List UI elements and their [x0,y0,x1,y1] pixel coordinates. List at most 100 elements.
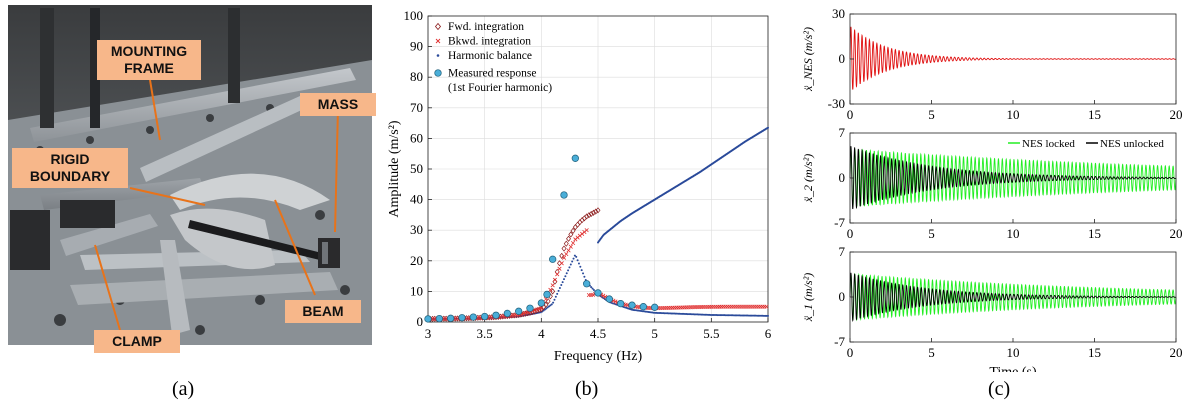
hb-point-lower [579,265,582,268]
hb-point-lower [561,281,564,284]
hb-point-lower [591,287,594,290]
series-harmonic-balance [427,126,769,321]
caption-b: (b) [575,378,599,400]
x-tick-label: 3.5 [477,326,493,341]
hb-point-lower [553,298,556,301]
hb-point-lower [568,266,571,269]
measured-point [571,154,579,162]
x-tick-label: 5 [928,345,935,360]
mounting-frame-bar [140,96,306,182]
bkwd-point [568,244,573,249]
hb-point-upper [767,126,769,129]
callout-mass: MASS [300,93,376,116]
y-axis-label: Amplitude (m/s²) [387,120,402,217]
fwd-point [577,219,583,226]
y-tick-label: -7 [834,334,845,349]
hb-point-lower [565,272,568,275]
beam [188,220,330,262]
threaded-rod-left [40,8,54,128]
measured-point [628,301,636,309]
y-tick-label: -7 [834,215,845,230]
trace-signal [849,272,1177,322]
measured-point [515,307,523,315]
bkwd-point [550,283,555,288]
x-tick-label: 15 [1088,107,1101,122]
mass-block [318,238,340,268]
measured-point [424,315,432,323]
half-moon-plate-upper [170,173,330,210]
legend-marker-x [435,38,441,44]
hb-point-lower [569,263,572,266]
measured-point [526,304,534,312]
front-rail-lower [70,272,338,305]
series-measured-response [424,154,659,323]
legend-label: NES locked [1022,138,1075,150]
hb-point-lower [543,308,546,311]
x-tick-label: 5.5 [703,326,719,341]
legend-label: NES unlocked [1100,138,1164,150]
callout-rigid-boundary: RIGID BOUNDARY [12,148,128,188]
legend-label: Fwd. integration [448,21,524,33]
y-tick-label: 0 [839,170,846,185]
fwd-point [557,260,562,267]
bkwd-point [539,306,544,311]
y-tick-label: 30 [832,6,845,21]
y-tick-label: 40 [410,192,423,207]
legend-label: (1st Fourier harmonic) [448,82,552,94]
hb-point-lower [556,292,559,295]
measured-point [447,314,455,322]
x-tick-label: 4 [538,326,545,341]
hb-point-lower [549,304,552,307]
fwd-point [591,209,596,216]
x-tick-label: 20 [1170,107,1183,122]
trace-nes-unlocked [849,146,1177,210]
fwd-point [575,221,581,228]
callout-mounting-frame: MOUNTING FRAME [97,40,201,80]
measured-point [594,289,602,297]
frequency-response-chart: 3 3.5 4 4.5 5 5.5 60102030405060708090100Frequ… [387,8,772,364]
hb-point-lower [552,301,555,304]
hb-point-lower [592,289,595,292]
clamp-block [60,200,115,228]
bkwd-point [601,293,606,298]
hb-point-lower [560,284,563,287]
y-tick-label: -30 [828,96,845,111]
hb-point-lower [563,278,565,281]
hb-point-lower [577,262,580,265]
fwd-point [588,210,594,218]
hb-point-lower [558,286,561,289]
hb-point-lower [557,289,560,292]
y-tick-label: 70 [410,100,423,115]
x-tick-label: 15 [1088,226,1101,241]
legend-marker-circle [434,69,442,77]
x-tick-label: 0 [847,107,854,122]
x-axis-label: Frequency (Hz) [554,349,643,364]
legend-marker-diamond [434,22,442,31]
fwd-point [584,213,590,220]
x-tick-label: 3 [425,326,432,341]
hb-point-lower [554,295,557,298]
x-tick-label: 10 [1007,226,1020,241]
bkwd-point [564,251,569,257]
fwd-point [566,235,571,242]
hb-point-lower [567,269,570,272]
bkwd-point [566,248,571,253]
measured-point [583,280,591,288]
hb-point-lower [573,254,576,257]
hb-point-lower [575,255,578,258]
caption-c: (c) [988,378,1011,400]
fwd-point [563,240,569,247]
measured-point [605,295,613,303]
y-tick-label: 60 [410,130,423,145]
threaded-rod-mid [90,8,100,128]
hb-point-lower [550,303,553,306]
fwd-point [586,212,592,219]
bkwd-point [548,287,553,292]
hb-point-lower [583,275,586,278]
fwd-point [570,227,576,234]
measured-point [492,311,500,319]
bkwd-point [764,304,769,309]
x-tick-label: 15 [1088,345,1101,360]
